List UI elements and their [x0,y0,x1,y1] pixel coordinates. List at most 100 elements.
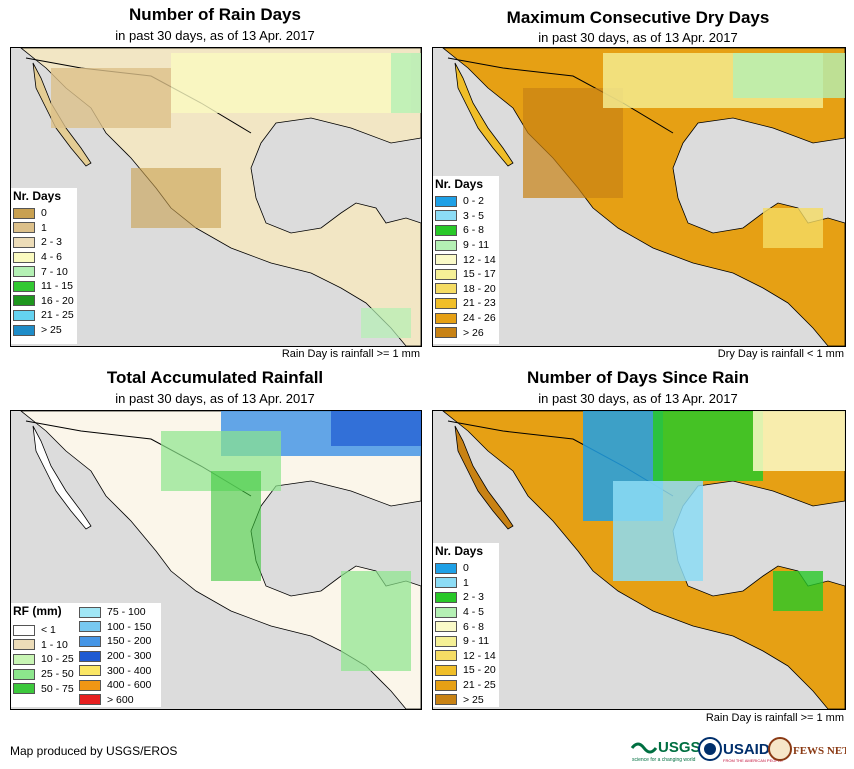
legend-label: 150 - 200 [107,635,152,648]
usgs-logo: USGS science for a changing world [630,739,701,763]
legend-label: 4 - 6 [41,251,63,264]
legend-entry: 7 - 10 [11,264,77,279]
legend-entry: 21 - 25 [433,678,499,693]
heavy-rain-region [331,411,421,446]
legend-entry: 24 - 26 [433,311,499,326]
legend-label: 18 - 20 [463,282,496,295]
svg-text:FROM THE AMERICAN PEOPLE: FROM THE AMERICAN PEOPLE [723,758,783,763]
legend-entry: 6 - 8 [433,619,499,634]
legend-entry: 300 - 400 [77,663,151,678]
legend-swatch [435,606,457,618]
rainfall-map-svg [20,411,421,709]
legend-entry: 1 [11,221,77,236]
legend-swatch [435,327,457,339]
legend-swatch [435,239,457,251]
legend-entry: 100 - 150 [77,620,151,635]
legend-swatch [79,665,101,677]
svg-text:science for a changing world: science for a changing world [632,757,696,763]
legend-label: 25 - 50 [41,668,74,681]
legend-swatch [13,653,35,665]
dry-days-subtitle: in past 30 days, as of 13 Apr. 2017 [538,30,738,45]
days-since-map [432,410,846,710]
legend-entry: 75 - 100 [77,605,151,620]
legend-entry: 12 - 14 [433,252,499,267]
legend-label: 300 - 400 [107,664,152,677]
wet-region [171,53,411,113]
legend-label: 50 - 75 [41,682,74,695]
usaid-logo: USAID FROM THE AMERICAN PEOPLE [698,737,783,763]
wet-region [391,53,421,113]
legend-title: RF (mm) [13,604,62,618]
legend-entry: 50 - 75 [11,681,74,696]
dry-days-map-svg [442,48,845,346]
svg-text:USAID: USAID [723,741,770,758]
legend-label: 21 - 23 [463,297,496,310]
legend-swatch [435,577,457,589]
legend-entry: 0 [433,561,499,576]
legend-entry: 10 - 25 [11,652,74,667]
legend-swatch [13,639,35,651]
rain-days-note: Rain Day is rainfall >= 1 mm [281,348,420,360]
dry-days-note: Dry Day is rainfall < 1 mm [717,348,844,360]
legend-label: 0 [41,207,47,220]
dry-days-title: Maximum Consecutive Dry Days [506,8,770,27]
legend-swatch [435,297,457,309]
legend-entry: 11 - 15 [11,279,77,294]
legend-entry: 150 - 200 [77,634,151,649]
rainfall-subtitle: in past 30 days, as of 13 Apr. 2017 [115,391,315,406]
legend-label: > 600 [107,693,134,706]
legend-swatch [13,324,35,336]
legend-swatch [435,562,457,574]
recent-rain-region [753,411,845,471]
rain-days-map [10,47,422,347]
legend-swatch [435,195,457,207]
legend-label: < 1 [41,624,56,637]
dry-region [131,168,221,228]
legend-label: > 25 [463,693,484,706]
legend-entry: 1 - 10 [11,638,74,653]
logos-svg: USGS science for a changing world USAID … [630,737,850,763]
legend-swatch [435,210,457,222]
legend-swatch [435,224,457,236]
days-since-note: Rain Day is rainfall >= 1 mm [705,712,844,724]
legend-entry: 1 [433,576,499,591]
legend-entry: > 26 [433,325,499,340]
legend-label: 7 - 10 [41,265,68,278]
legend-label: 15 - 17 [463,268,496,281]
legend-entry: > 25 [11,323,77,338]
legend-label: 75 - 100 [107,606,146,619]
legend-label: 1 [463,576,469,589]
wet-region [361,308,411,338]
legend-swatch [435,664,457,676]
legend-entry: 0 [11,206,77,221]
fewsnet-logo: FEWS NET [768,737,850,761]
legend-title: Nr. Days [435,544,484,558]
legend-swatch [435,283,457,295]
legend-swatch [13,309,35,321]
legend-label: 2 - 3 [463,591,485,604]
svg-text:USGS: USGS [658,739,701,756]
baja-shape [454,62,514,167]
days-since-title: Number of Days Since Rain [526,368,749,387]
legend-entry: 0 - 2 [433,194,499,209]
legend-swatch [13,683,35,695]
legend-label: 3 - 5 [463,209,485,222]
moist-region [763,208,823,248]
legend-entry: 400 - 600 [77,678,151,693]
legend-label: 400 - 600 [107,679,152,692]
legend-title: Nr. Days [435,177,484,191]
legend-entry: 25 - 50 [11,667,74,682]
legend-label: 6 - 8 [463,224,485,237]
legend-swatch [435,694,457,706]
rain-days-subtitle: in past 30 days, as of 13 Apr. 2017 [115,28,315,43]
legend-entry: 21 - 23 [433,296,499,311]
legend-label: 21 - 25 [41,309,74,322]
recent-rain-region [773,571,823,611]
legend-swatch [13,624,35,636]
legend-swatch [79,679,101,691]
moist-region [733,53,845,98]
border-line [447,57,674,134]
legend-label: 12 - 14 [463,253,496,266]
